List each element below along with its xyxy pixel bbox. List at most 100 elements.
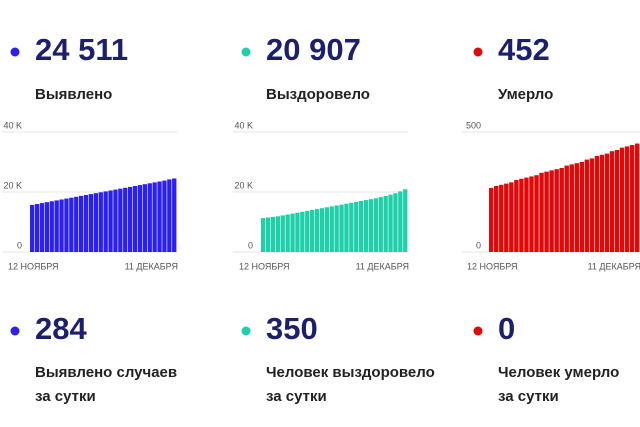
y-tick-label: 0 — [476, 240, 481, 250]
daily-label: Выявлено случаев — [35, 364, 177, 381]
bar — [629, 144, 635, 252]
bar — [162, 180, 167, 252]
bar — [118, 188, 123, 252]
bar — [157, 181, 162, 252]
bar — [300, 211, 305, 252]
bar — [363, 200, 369, 252]
bar — [69, 197, 74, 252]
bar — [634, 143, 640, 252]
bar — [378, 197, 383, 252]
bar — [584, 159, 590, 252]
bar — [579, 162, 585, 252]
bar — [564, 165, 569, 252]
bar — [504, 183, 509, 252]
y-tick-label: 40 K — [3, 120, 22, 130]
bar — [319, 208, 325, 252]
bar — [270, 216, 276, 252]
bar — [324, 207, 329, 252]
bar — [494, 186, 499, 252]
daily-value: 350 — [266, 311, 318, 346]
stat-label: Выздоровело — [266, 86, 370, 103]
bar — [398, 191, 403, 252]
bar — [509, 182, 514, 252]
bar — [539, 172, 544, 252]
stat-label: Выявлено — [35, 86, 112, 103]
bar — [59, 199, 64, 252]
bar — [290, 213, 295, 252]
bar — [589, 158, 595, 252]
bar — [132, 186, 138, 252]
bar — [167, 179, 172, 252]
bar — [354, 201, 359, 252]
bar — [305, 210, 310, 252]
stat-value: 452 — [498, 32, 550, 67]
bar — [108, 190, 113, 252]
bar — [79, 195, 84, 252]
status-dot — [10, 47, 20, 57]
bar — [594, 156, 600, 252]
bar — [280, 215, 285, 252]
bar — [64, 198, 69, 252]
daily-label: Человек умерло — [498, 364, 619, 381]
status-dot — [473, 326, 483, 336]
bar — [489, 187, 494, 252]
bar — [142, 184, 147, 252]
stat-value: 20 907 — [266, 32, 361, 67]
bar — [403, 189, 408, 252]
bar — [604, 153, 610, 252]
daily-label: за сутки — [266, 388, 327, 405]
x-tick-label: 12 НОЯБРЯ — [8, 261, 59, 271]
bar — [113, 189, 118, 252]
bar — [39, 203, 45, 252]
daily-label: за сутки — [35, 388, 96, 405]
x-tick-label: 11 ДЕКАБРЯ — [125, 261, 178, 271]
stat-value: 24 511 — [35, 32, 128, 67]
bar — [98, 192, 103, 252]
bar — [30, 204, 35, 252]
bar — [172, 178, 177, 252]
bar — [359, 201, 364, 252]
bar — [554, 169, 559, 252]
bar — [44, 202, 49, 252]
bar — [339, 204, 344, 252]
bar — [599, 154, 605, 252]
bar — [314, 209, 320, 252]
status-dot — [473, 47, 483, 57]
x-tick-label: 12 НОЯБРЯ — [467, 261, 518, 271]
bar — [549, 170, 554, 252]
status-dot — [241, 47, 251, 57]
x-tick-label: 11 ДЕКАБРЯ — [356, 261, 409, 271]
status-dot — [241, 326, 251, 336]
daily-label: за сутки — [498, 388, 559, 405]
daily-value: 0 — [498, 311, 515, 346]
bar — [128, 186, 133, 252]
bar — [519, 178, 524, 252]
y-tick-label: 0 — [17, 240, 22, 250]
bar — [344, 203, 349, 252]
bar — [310, 210, 315, 252]
bar — [152, 182, 157, 252]
bar — [393, 193, 398, 252]
status-dot — [10, 326, 20, 336]
bar — [559, 168, 564, 252]
bar — [349, 202, 354, 252]
bar — [614, 150, 620, 252]
x-tick-label: 12 НОЯБРЯ — [239, 261, 290, 271]
daily-label: Человек выздоровело — [266, 364, 435, 381]
bar — [624, 146, 630, 252]
bar — [569, 164, 574, 252]
bar — [123, 187, 128, 252]
bar — [137, 185, 143, 252]
y-tick-label: 500 — [466, 120, 481, 130]
bar — [103, 191, 108, 252]
bar — [275, 216, 280, 252]
bar — [524, 177, 529, 252]
bar — [329, 206, 334, 252]
bar — [529, 176, 534, 252]
y-tick-label: 0 — [248, 240, 253, 250]
bar — [34, 204, 40, 252]
y-tick-label: 20 K — [234, 180, 253, 190]
bar — [261, 218, 266, 252]
bar — [619, 147, 625, 252]
